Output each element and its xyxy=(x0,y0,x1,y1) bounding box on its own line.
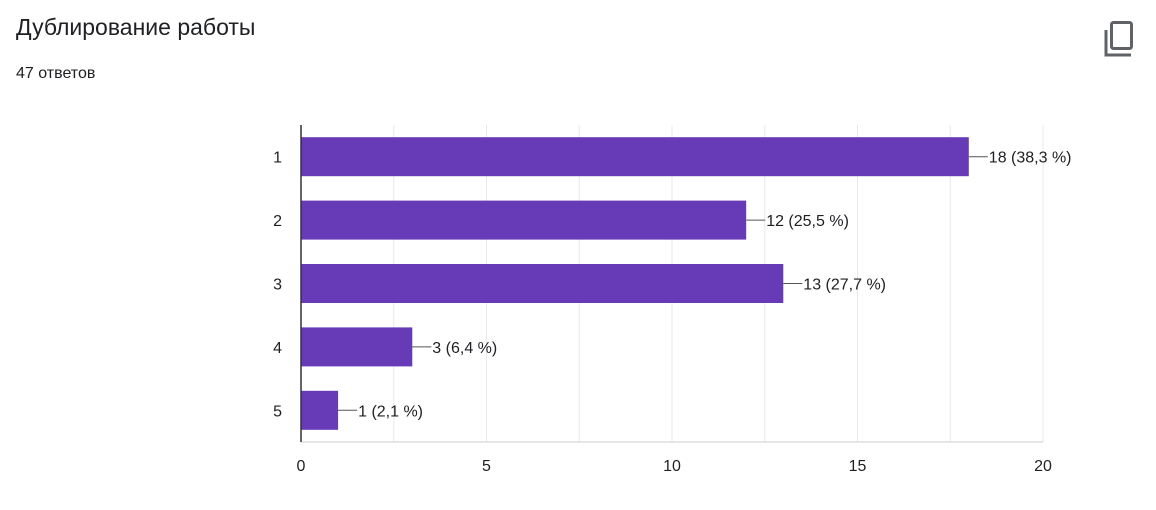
y-tick-label: 4 xyxy=(273,340,282,357)
data-label: 12 (25,5 %) xyxy=(766,213,849,230)
bar xyxy=(301,264,784,303)
bar xyxy=(301,200,747,240)
y-tick-label: 2 xyxy=(273,213,282,230)
y-tick-label: 1 xyxy=(273,150,282,167)
bar xyxy=(301,390,339,430)
x-tick-label: 15 xyxy=(849,458,867,475)
copy-icon xyxy=(1104,21,1133,57)
data-label: 18 (38,3 %) xyxy=(989,150,1072,167)
chart-title: Дублирование работы xyxy=(16,14,256,40)
data-label: 13 (27,7 %) xyxy=(803,277,886,294)
bar xyxy=(301,137,969,177)
data-label: 3 (6,4 %) xyxy=(432,340,497,357)
bar xyxy=(301,327,413,367)
x-tick-label: 10 xyxy=(663,458,681,475)
response-count: 47 ответов xyxy=(16,65,96,82)
x-tick-label: 0 xyxy=(297,458,306,475)
data-label: 1 (2,1 %) xyxy=(358,403,423,420)
y-tick-label: 3 xyxy=(273,277,282,294)
x-tick-label: 5 xyxy=(482,458,491,475)
y-tick-label: 5 xyxy=(273,403,282,420)
x-tick-label: 20 xyxy=(1034,458,1052,475)
copy-chart-button[interactable] xyxy=(1098,14,1142,58)
